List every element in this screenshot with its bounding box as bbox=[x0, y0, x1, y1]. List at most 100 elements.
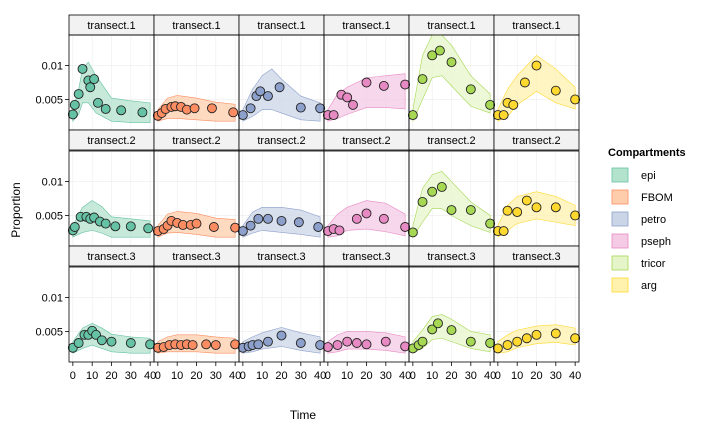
strip-label: transect.1 bbox=[512, 20, 560, 32]
data-point-petro bbox=[276, 215, 287, 226]
legend-swatch-epi bbox=[611, 167, 629, 183]
data-point-arg bbox=[570, 333, 581, 344]
data-point-tricor bbox=[465, 84, 476, 95]
x-tick-label: 30 bbox=[295, 370, 307, 382]
legend-title: Compartments bbox=[608, 147, 686, 159]
data-point-petro bbox=[276, 330, 287, 341]
data-point-FBOM bbox=[189, 103, 200, 114]
x-tick-label: 40 bbox=[484, 370, 496, 382]
data-point-pseph bbox=[380, 336, 391, 347]
panel-pseph-transect.3: transect.3 bbox=[322, 245, 411, 363]
data-point-tricor bbox=[446, 57, 457, 68]
data-point-epi bbox=[96, 335, 107, 346]
y-tick-label: 0.01 bbox=[42, 61, 63, 73]
data-point-petro bbox=[295, 102, 306, 113]
data-point-arg bbox=[521, 333, 532, 344]
x-tick-label: 10 bbox=[256, 370, 268, 382]
legend-label-tricor: tricor bbox=[641, 258, 666, 270]
x-tick-label: 30 bbox=[465, 370, 477, 382]
data-point-arg bbox=[502, 205, 513, 216]
strip-label: transect.2 bbox=[342, 135, 390, 147]
strip-label: transect.1 bbox=[87, 20, 135, 32]
legend-swatch-FBOM bbox=[611, 189, 629, 205]
data-point-petro bbox=[245, 220, 256, 231]
strip-label: transect.3 bbox=[427, 251, 475, 263]
data-point-pseph bbox=[342, 92, 353, 103]
data-point-pseph bbox=[378, 213, 389, 224]
x-tick-label: 10 bbox=[171, 370, 183, 382]
data-point-tricor bbox=[446, 325, 457, 336]
data-point-pseph bbox=[361, 208, 372, 219]
data-point-tricor bbox=[427, 186, 438, 197]
data-point-pseph bbox=[334, 225, 345, 236]
data-point-pseph bbox=[361, 339, 372, 350]
x-tick-label: 10 bbox=[86, 370, 98, 382]
legend-label-epi: epi bbox=[641, 170, 656, 182]
data-point-pseph bbox=[351, 338, 362, 348]
data-point-epi bbox=[100, 218, 111, 229]
data-point-pseph bbox=[332, 340, 343, 350]
strip-label: transect.2 bbox=[172, 135, 220, 147]
data-point-tricor bbox=[436, 182, 447, 192]
panel-grid: transect.1 transect.1 transect.1 transect.1… bbox=[67, 14, 581, 363]
data-point-epi bbox=[73, 89, 84, 99]
strip-label: transect.3 bbox=[342, 251, 390, 263]
legend-items: epi FBOM petro pseph tricor arg bbox=[611, 167, 673, 293]
x-tick-label: 20 bbox=[190, 370, 202, 382]
x-tick-label: 30 bbox=[210, 370, 222, 382]
data-point-tricor bbox=[465, 336, 476, 347]
data-point-petro bbox=[274, 82, 285, 93]
x-tick-label: 40 bbox=[569, 370, 581, 382]
data-point-petro bbox=[253, 213, 264, 224]
data-point-epi bbox=[100, 104, 111, 114]
panel-pseph-transect.2: transect.2 bbox=[322, 129, 411, 247]
data-point-FBOM bbox=[201, 339, 212, 350]
panel-FBOM-transect.3: transect.3 bbox=[152, 245, 241, 363]
panel-FBOM-transect.2: transect.2 bbox=[152, 129, 241, 247]
data-point-epi bbox=[85, 82, 96, 93]
data-point-petro bbox=[263, 336, 273, 347]
x-tick-label: 20 bbox=[530, 370, 542, 382]
panel-epi-transect.3: transect.3 bbox=[67, 245, 156, 363]
data-point-arg bbox=[570, 210, 581, 221]
x-tick-label: 10 bbox=[426, 370, 438, 382]
data-point-epi bbox=[125, 338, 136, 348]
data-point-petro bbox=[293, 217, 304, 228]
data-point-epi bbox=[69, 222, 80, 232]
panel-arg-transect.3: transect.3 bbox=[492, 245, 581, 363]
x-tick-label: 20 bbox=[275, 370, 287, 382]
y-axis-title: Proportion bbox=[9, 182, 23, 237]
data-point-arg bbox=[502, 340, 513, 350]
data-point-tricor bbox=[417, 196, 428, 207]
x-tick-label: 40 bbox=[229, 370, 241, 382]
credible-band-pseph bbox=[327, 200, 406, 238]
strip-label: transect.1 bbox=[427, 20, 475, 32]
panel-petro-transect.1: transect.1 bbox=[237, 14, 326, 131]
x-tick-label: 30 bbox=[550, 370, 562, 382]
data-point-petro bbox=[237, 226, 248, 237]
legend-label-pseph: pseph bbox=[641, 236, 671, 248]
data-point-epi bbox=[73, 338, 84, 348]
y-tick-label: 0.005 bbox=[35, 210, 63, 222]
data-point-petro bbox=[253, 339, 264, 350]
data-point-petro bbox=[237, 110, 248, 121]
data-point-epi bbox=[116, 105, 127, 116]
strip-label: transect.3 bbox=[87, 251, 135, 263]
data-point-pseph bbox=[400, 222, 411, 232]
x-tick-label: 10 bbox=[341, 370, 353, 382]
data-point-pseph bbox=[322, 342, 333, 353]
x-tick-label: 20 bbox=[445, 370, 457, 382]
x-tick-label: 40 bbox=[314, 370, 326, 382]
y-tick-label: 0.005 bbox=[35, 326, 63, 338]
data-point-arg bbox=[531, 202, 542, 213]
data-point-tricor bbox=[485, 338, 496, 348]
x-tick-label: 20 bbox=[360, 370, 372, 382]
data-point-pseph bbox=[342, 336, 353, 347]
strip-label: transect.1 bbox=[342, 20, 390, 32]
data-point-epi bbox=[110, 221, 121, 232]
data-point-arg bbox=[570, 94, 581, 105]
legend-label-arg: arg bbox=[641, 280, 657, 292]
panel-FBOM-transect.1: transect.1 bbox=[152, 14, 240, 131]
strip-label: transect.2 bbox=[427, 135, 475, 147]
